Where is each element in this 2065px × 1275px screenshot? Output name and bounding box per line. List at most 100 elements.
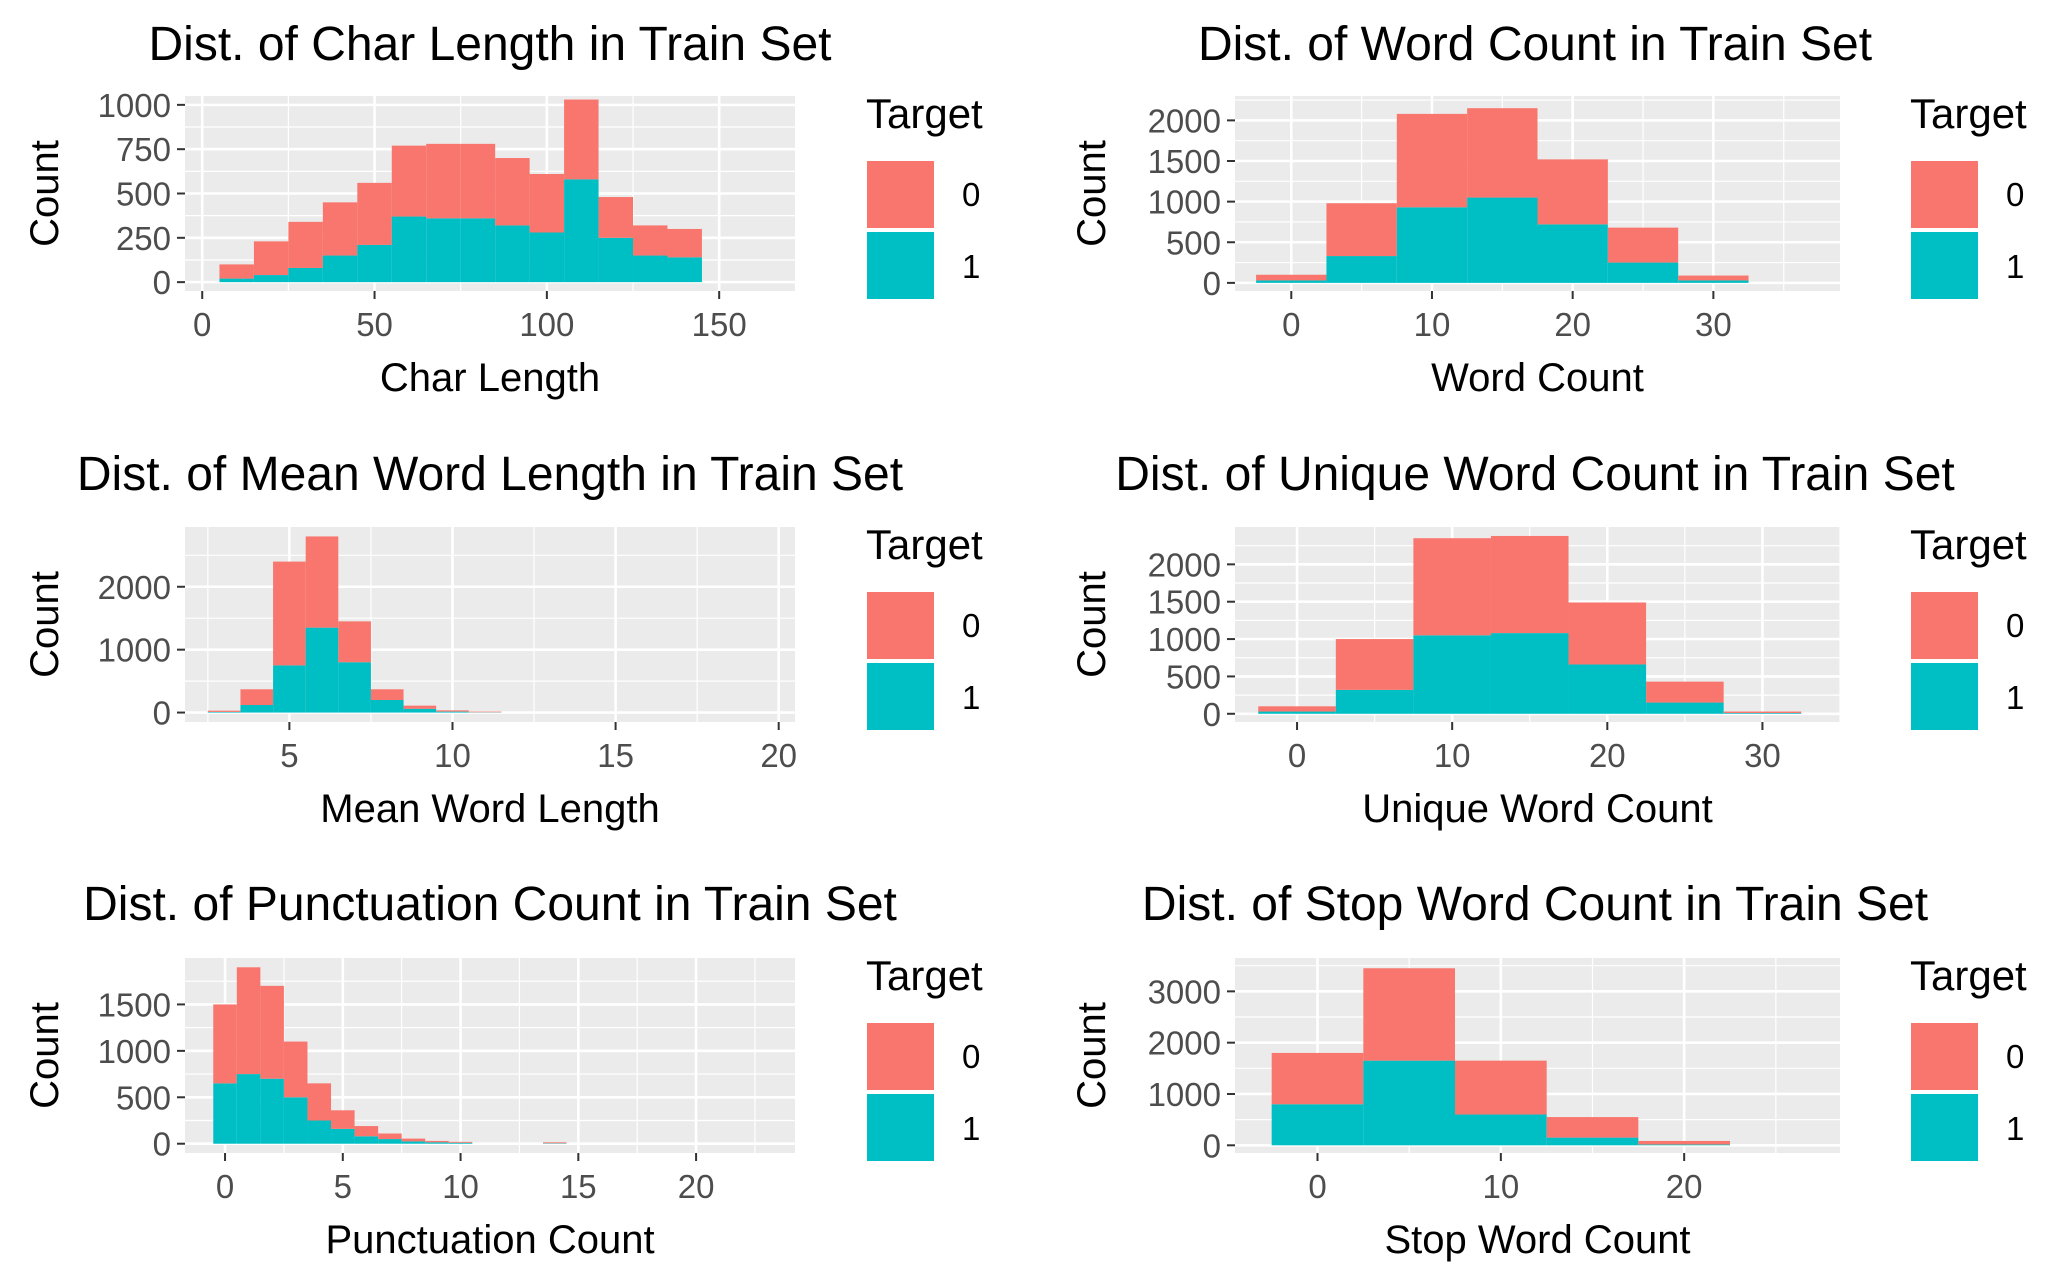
bar-target-0 [331,1110,355,1129]
chart-panel-2: Dist. of Word Count in Train Set 0 5001000… [1070,18,2027,400]
x-tick-label: 10 [1434,737,1471,774]
bar-target-1 [273,665,306,713]
bar-target-0 [338,621,371,663]
x-tick-label: 20 [1589,737,1626,774]
bar-target-1 [1467,197,1538,283]
bar-target-0 [401,1138,426,1142]
bar-target-0 [378,1133,402,1140]
legend-label-1: 1 [2006,679,2024,716]
bar-target-0 [273,561,306,666]
legend-key-1 [1911,663,1978,730]
bar-target-1 [283,1097,308,1144]
bar-target-1 [1638,1144,1730,1146]
bar-target-0 [322,202,358,256]
chart-title: Dist. of Word Count in Train Set [1198,18,1872,71]
y-tick-label: 1000 [1148,1076,1221,1113]
y-tick-label: 0 [1203,265,1221,302]
bar-target-0 [426,143,461,219]
bar-target-0 [1396,113,1468,208]
x-tick-label: 20 [1666,1168,1703,1205]
bar-target-0 [1490,535,1569,634]
y-tick-label: 0 [153,695,171,732]
bar-target-0 [354,1126,379,1137]
bar-target-1 [1258,711,1336,714]
y-tick-label: 1000 [98,632,171,669]
bar-target-1 [425,1142,449,1144]
x-tick-label: 150 [692,306,747,343]
bar-target-0 [425,1140,449,1143]
bar-target-0 [1723,711,1802,714]
legend-key-1 [1911,1094,1978,1161]
y-tick-label: 1000 [98,1033,171,1070]
x-tick-label: 15 [597,737,634,774]
bar-target-1 [1271,1104,1364,1146]
x-tick-label: 0 [193,306,211,343]
y-tick-label: 1000 [1148,184,1221,221]
bar-target-0 [1413,538,1491,636]
legend-title: Target [866,521,983,568]
bar-target-1 [1455,1114,1547,1146]
chart-panel-3: Dist. of Mean Word Length in Train Set 0 1… [23,448,983,831]
x-axis-label: Unique Word Count [1362,787,1713,831]
chart-panel-5: Dist. of Punctuation Count in Train Set 0… [23,878,983,1262]
legend-title: Target [1910,521,2027,568]
bar-target-0 [357,182,392,245]
bar-target-0 [468,711,502,713]
bar-target-0 [240,689,274,706]
legend-label-0: 0 [2006,1038,2024,1075]
bar-target-1 [1537,224,1608,283]
bar-target-1 [1256,280,1327,283]
x-axis-label: Punctuation Count [325,1218,654,1262]
y-axis-label: Count [1070,140,1114,247]
y-tick-label: 500 [1166,224,1221,261]
bar-target-0 [1467,108,1538,198]
x-tick-label: 10 [1414,306,1451,343]
bar-target-1 [219,278,254,283]
legend-label-1: 1 [2006,1110,2024,1147]
bar-target-1 [426,218,461,283]
bar-target-0 [564,99,599,180]
y-tick-label: 2000 [1148,1025,1221,1062]
legend-key-1 [1911,232,1978,299]
legend-key-1 [867,663,934,730]
bar-target-0 [253,241,289,276]
legend-key-0 [1911,1023,1978,1090]
y-tick-label: 500 [1166,658,1221,695]
bar-target-0 [1607,227,1679,263]
bar-target-0 [213,1004,237,1084]
bar-target-0 [1646,681,1724,703]
legend-title: Target [1910,952,2027,999]
legend: Target 0 1 [866,90,983,299]
bar-target-0 [1258,706,1336,712]
legend-label-0: 0 [962,176,980,213]
bar-target-0 [307,1083,332,1121]
legend-label-1: 1 [962,248,980,285]
bar-target-1 [529,232,565,283]
bar-target-0 [460,143,496,219]
bar-target-1 [403,708,437,713]
bar-target-0 [436,710,469,712]
bar-target-0 [1638,1140,1730,1145]
y-axis-label: Count [23,1002,67,1109]
y-axis-label: Count [23,571,67,678]
y-tick-label: 1500 [1148,584,1221,621]
bar-target-1 [207,711,241,713]
bar-target-1 [1678,280,1749,283]
y-tick-label: 0 [1203,696,1221,733]
x-tick-label: 10 [442,1168,479,1205]
bar-target-0 [305,536,339,628]
bar-target-0 [1568,602,1647,665]
y-axis-label: Count [23,140,67,247]
bar-target-1 [378,1139,402,1144]
bar-target-1 [1723,713,1802,714]
x-axis-label: Word Count [1431,356,1644,400]
bar-target-0 [403,705,437,709]
legend-label-1: 1 [962,679,980,716]
bar-target-1 [260,1078,284,1144]
legend-key-1 [867,232,934,299]
bar-target-0 [1546,1117,1639,1138]
legend-key-0 [867,161,934,228]
bar-target-1 [598,237,634,283]
bar-target-0 [1537,159,1608,225]
